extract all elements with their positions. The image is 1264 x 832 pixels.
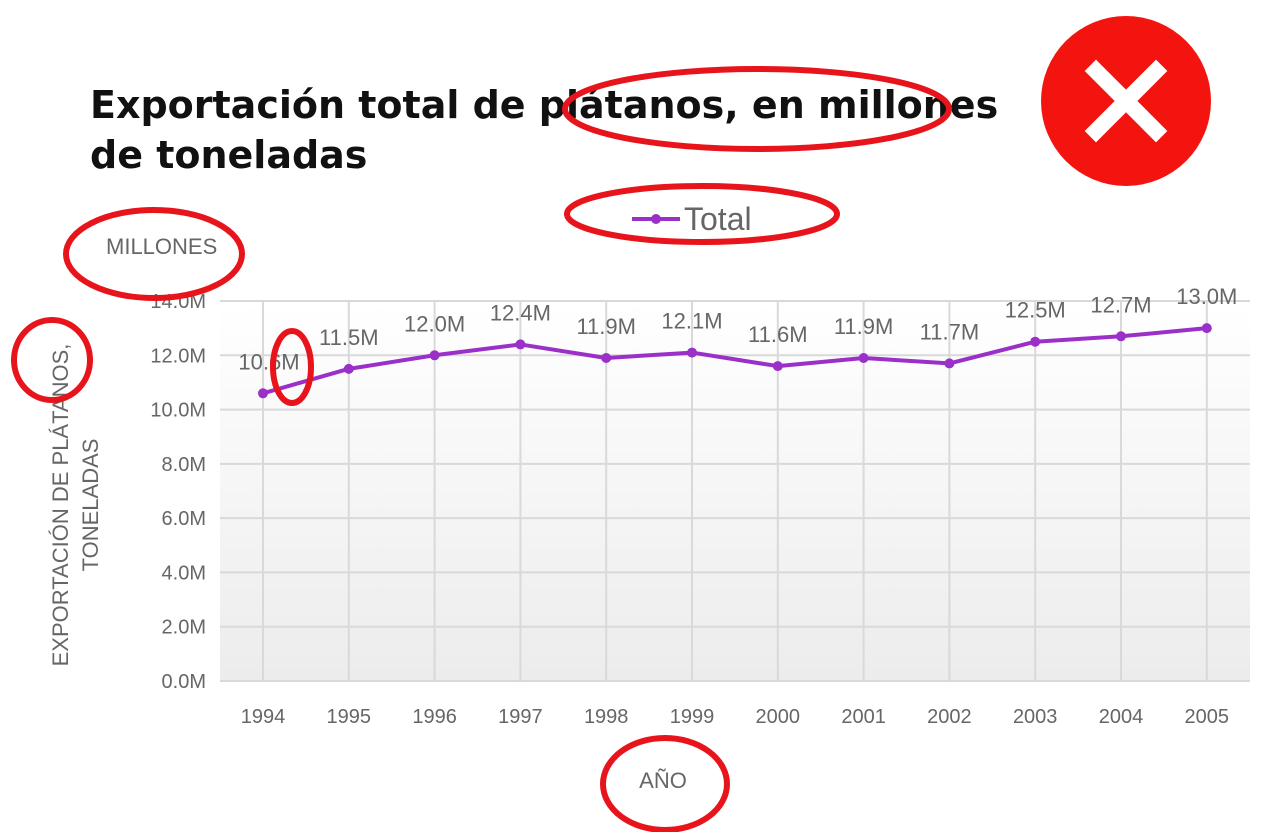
y-axis-title-line-1: EXPORTACIÓN DE PLÁTANOS, [48, 344, 73, 667]
data-label: 11.6M [748, 322, 808, 347]
annotation-ellipse-title [562, 66, 952, 152]
data-point [515, 339, 526, 350]
data-label: 12.1M [661, 309, 722, 334]
y-tick-label: 8.0M [162, 454, 206, 476]
annotation-ellipse-unit-label [63, 207, 245, 301]
chart-title-line-1: Exportación total de plátanos, en millon… [90, 83, 998, 127]
close-icon [1084, 59, 1168, 143]
data-label: 11.7M [920, 319, 980, 344]
data-label: 11.9M [576, 314, 636, 339]
data-point [772, 361, 783, 372]
x-tick-label: 1994 [241, 706, 286, 728]
chart-title-line-2: de toneladas [90, 133, 367, 177]
x-tick-label: 2001 [841, 706, 886, 728]
legend-point-marker [651, 214, 661, 224]
data-label: 13.0M [1176, 284, 1237, 309]
data-label: 10.6M [238, 349, 299, 374]
data-point [1116, 331, 1126, 342]
data-label: 12.4M [490, 300, 551, 325]
x-tick-label: 1997 [498, 706, 543, 728]
series-total [258, 323, 1212, 399]
y-tick-label: 0.0M [162, 671, 206, 693]
series-line-total [262, 326, 1207, 396]
data-point [944, 358, 955, 369]
legend-label-total: Total [684, 201, 752, 237]
annotation-ellipse-y-axis-title [11, 317, 93, 403]
data-label: 11.9M [834, 314, 894, 339]
data-point [343, 363, 354, 374]
error-badge [1041, 16, 1211, 186]
y-tick-label: 4.0M [162, 562, 206, 584]
y-axis-title-line-2: TONELADAS [78, 439, 103, 572]
x-tick-label: 2004 [1099, 706, 1144, 728]
y-tick-label: 12.0M [150, 345, 206, 367]
data-labels: 10.6M 11.5M 12.0M 12.4M 11.9M 12.1M 11.6M 11.9M… [238, 284, 1237, 374]
annotation-ellipse-legend [564, 183, 840, 245]
x-tick-label: 1998 [584, 706, 629, 728]
data-point [858, 353, 869, 363]
x-tick-label: 1995 [327, 706, 372, 728]
data-label: 12.0M [404, 311, 465, 336]
data-point [429, 350, 440, 361]
data-point [1201, 323, 1212, 334]
legend: Total [632, 201, 752, 237]
x-tick-label: 2002 [927, 706, 972, 728]
plot-area [220, 301, 1250, 681]
data-label: 11.5M [319, 325, 379, 350]
y-tick-label: 2.0M [162, 617, 206, 639]
data-label: 12.5M [1005, 298, 1066, 323]
data-label: 12.7M [1090, 292, 1151, 317]
unit-label: MILLONES [106, 234, 217, 259]
y-tick-label: 6.0M [162, 508, 206, 530]
y-tick-label: 10.0M [150, 400, 206, 422]
annotations [11, 66, 952, 832]
annotation-ellipse-x-axis-title [600, 735, 730, 832]
data-point [601, 353, 612, 363]
x-tick-label: 1999 [670, 706, 715, 728]
annotation-ellipse-first-label [270, 328, 314, 406]
x-tick-label: 2000 [756, 706, 801, 728]
data-point [687, 347, 697, 358]
x-tick-label: 2005 [1185, 706, 1230, 728]
data-point [258, 388, 268, 399]
x-axis-title: AÑO [639, 768, 687, 793]
data-point [1030, 336, 1041, 347]
x-axis-ticks: 1994 1995 1996 1997 1998 1999 2000 2001 2002 2003… [241, 706, 1229, 728]
gridlines [220, 300, 1250, 682]
x-tick-label: 2003 [1013, 706, 1058, 728]
x-tick-label: 1996 [412, 706, 457, 728]
